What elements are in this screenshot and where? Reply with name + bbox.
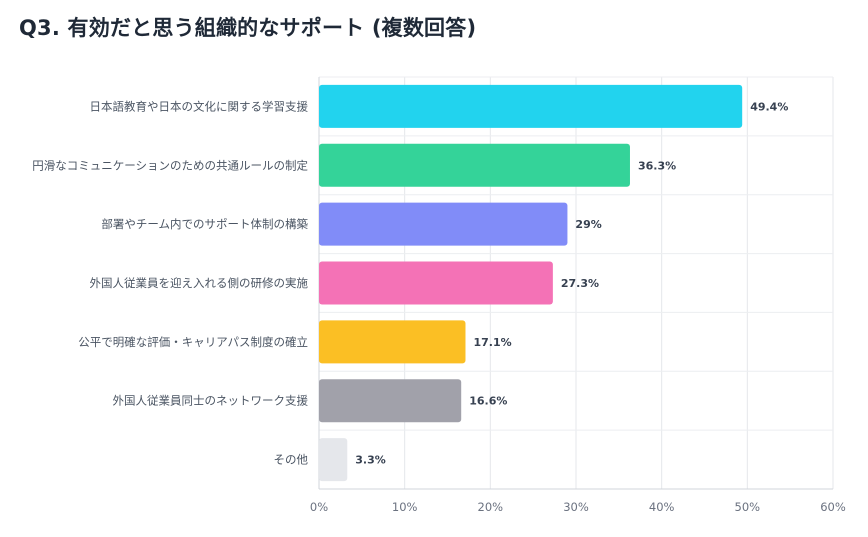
category-label: その他	[274, 453, 309, 467]
bars	[319, 84, 743, 482]
x-tick-label: 10%	[392, 500, 418, 514]
category-label: 公平で明確な評価・キャリアパス制度の確立	[78, 335, 308, 349]
bar[interactable]	[319, 438, 348, 482]
data-label: 27.3%	[561, 277, 599, 290]
category-label: 外国人従業員同士のネットワーク支援	[113, 394, 309, 408]
x-tick-label: 60%	[820, 500, 846, 514]
data-labels: 49.4% 36.3% 29% 27.3% 17.1% 16.6% 3.3%	[355, 100, 788, 466]
category-labels: 日本語教育や日本の文化に関する学習支援円滑なコミュニケーションのための共通ルール…	[32, 99, 308, 466]
data-label: 17.1%	[473, 336, 511, 349]
bar[interactable]	[319, 202, 568, 246]
data-label: 36.3%	[638, 159, 676, 172]
data-label: 3.3%	[355, 454, 386, 467]
category-label: 円滑なコミュニケーションのための共通ルールの制定	[32, 158, 308, 172]
bar[interactable]	[319, 143, 630, 187]
x-axis-ticks: 0% 10% 20% 30% 40% 50% 60%	[310, 500, 846, 514]
chart-title: Q3. 有効だと思う組織的なサポート (複数回答)	[19, 16, 477, 40]
bar[interactable]	[319, 379, 462, 423]
category-label: 部署やチーム内でのサポート体制の構築	[101, 217, 308, 231]
category-label: 日本語教育や日本の文化に関する学習支援	[90, 99, 309, 113]
category-label: 外国人従業員を迎え入れる側の研修の実施	[90, 276, 309, 290]
x-tick-label: 20%	[478, 500, 504, 514]
bar[interactable]	[319, 261, 553, 305]
data-label: 49.4%	[750, 100, 788, 113]
x-tick-label: 40%	[649, 500, 675, 514]
x-tick-label: 50%	[735, 500, 761, 514]
x-tick-label: 30%	[563, 500, 589, 514]
x-tick-label: 0%	[310, 500, 328, 514]
data-label: 29%	[575, 218, 601, 231]
bar[interactable]	[319, 320, 466, 364]
data-label: 16.6%	[469, 395, 507, 408]
bar[interactable]	[319, 84, 743, 128]
